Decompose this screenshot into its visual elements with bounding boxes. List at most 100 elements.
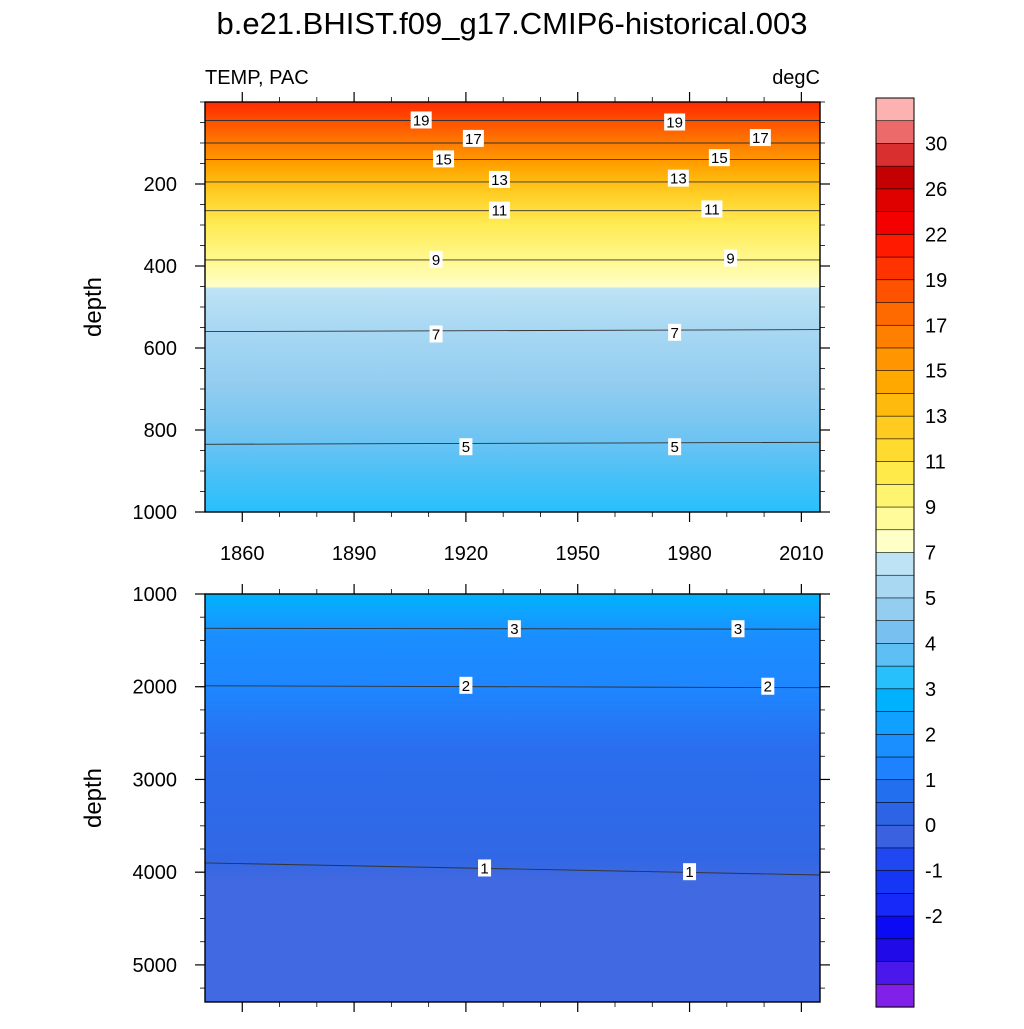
panel-upper-ocean: 19 19 17 17 15 15 13 13 11 11 9 9 7 7 5 5 200 400 600 800 10…	[80, 92, 830, 565]
colorbar-label: 2	[925, 724, 936, 746]
colorbar-label: -2	[925, 906, 943, 928]
x-tick-label: 1890	[332, 543, 377, 565]
colorbar-swatch	[875, 484, 915, 508]
colorbar-swatch	[875, 234, 915, 258]
contour-label-box	[749, 129, 771, 147]
colorbar-label: 15	[925, 361, 947, 383]
colorbar-swatch	[875, 597, 915, 622]
contour-label: 1	[685, 864, 693, 881]
colorbar-swatch	[875, 506, 915, 531]
x-tick-label: 1860	[220, 543, 265, 565]
colorbar-swatch	[875, 461, 915, 485]
colorbar-swatch	[875, 552, 915, 576]
panel-deep-ocean: 3 3 2 2 1 1 1000 2000 3000 4000 5000 depth	[80, 584, 830, 1012]
contour-label-box	[667, 169, 689, 187]
contour-label: 7	[670, 325, 678, 342]
x-tick-label: 1920	[444, 543, 489, 565]
colorbar-swatch	[875, 279, 915, 304]
y-tick-label: 2000	[133, 677, 178, 699]
colorbar-swatch	[875, 302, 915, 326]
y-tick-label: 200	[144, 174, 177, 196]
contour-label-box	[724, 249, 738, 267]
colorbar-label: 1	[925, 770, 936, 792]
colorbar-swatch	[875, 415, 915, 440]
y-tick-label: 800	[144, 420, 177, 442]
colorbar-label: 13	[925, 406, 947, 428]
colorbar-label: 19	[925, 270, 947, 292]
colorbar-frame	[875, 97, 915, 1008]
contour-label: 9	[432, 252, 440, 269]
chart-title: b.e21.BHIST.f09_g17.CMIP6-historical.003	[216, 6, 807, 41]
contour-line-7	[204, 329, 821, 333]
contour-label-box	[708, 149, 730, 167]
contour-label-box	[410, 111, 432, 129]
variable-label: TEMP, PAC	[205, 67, 309, 89]
y-tick-label: 5000	[133, 955, 178, 977]
contour-label: 17	[465, 131, 482, 148]
contour-label: 1	[480, 860, 488, 877]
y-tick-label: 3000	[133, 769, 178, 791]
contour-fill	[205, 594, 820, 1002]
contour-label-box	[433, 150, 455, 168]
colorbar-swatch	[875, 802, 915, 826]
colorbar-swatch	[875, 438, 915, 463]
colorbar-swatch	[875, 370, 915, 395]
colorbar-swatch	[875, 643, 915, 667]
contour-label: 11	[492, 203, 508, 220]
colorbar-label: -1	[925, 861, 943, 883]
colorbar-swatch	[875, 938, 915, 963]
colorbar-swatch	[875, 665, 915, 690]
contour-label-box	[429, 250, 443, 268]
colorbar-swatch	[875, 711, 915, 735]
contour-label-box	[683, 863, 697, 881]
x-tick-label: 1950	[555, 543, 600, 565]
contour-line-5	[204, 441, 821, 445]
colorbar-label: 0	[925, 815, 936, 837]
colorbar-label: 9	[925, 497, 936, 519]
contour-line-2	[204, 685, 821, 689]
colorbar-label: 26	[925, 179, 947, 201]
contour-label-box	[668, 323, 682, 341]
contour-label: 17	[752, 130, 769, 147]
contour-label: 5	[462, 439, 470, 456]
y-axis-title: depth	[80, 277, 107, 337]
y-tick-label: 1000	[133, 584, 178, 606]
colorbar-swatch	[875, 143, 915, 167]
colorbar-label: 3	[925, 679, 936, 701]
units-label: degC	[772, 67, 820, 89]
contour-label: 3	[734, 621, 742, 638]
contour-label: 2	[764, 679, 772, 696]
contour-label: 7	[432, 326, 440, 343]
contour-label: 11	[704, 201, 720, 218]
contour-label-box	[668, 438, 682, 456]
colorbar-swatch	[875, 688, 915, 713]
colorbar-label: 30	[925, 133, 947, 155]
contour-label-box	[761, 677, 775, 695]
contour-label: 5	[670, 439, 678, 456]
colorbar-swatch	[875, 733, 915, 758]
contour-label-box	[731, 620, 745, 638]
colorbar-swatch	[875, 529, 915, 554]
y-tick-label: 400	[144, 256, 177, 278]
colorbar-swatch	[875, 574, 915, 599]
contour-label-box	[664, 113, 686, 131]
colorbar-swatch	[875, 347, 915, 372]
contour-label-box	[507, 620, 521, 638]
plot-frame	[204, 593, 821, 1003]
colorbar-label: 4	[925, 633, 936, 655]
contour-label: 15	[435, 151, 452, 168]
y-tick-label: 1000	[133, 502, 178, 524]
colorbar-label: 17	[925, 315, 947, 337]
colorbar-label: 5	[925, 588, 936, 610]
colorbar-swatch	[875, 961, 915, 985]
colorbar-swatch	[875, 188, 915, 213]
contour-label-box	[459, 438, 473, 456]
colorbar-swatch	[875, 915, 915, 940]
colorbar-swatch	[875, 120, 915, 145]
contour-label-box	[488, 201, 510, 219]
contour-line-1	[204, 862, 821, 876]
y-tick-label: 4000	[133, 862, 178, 884]
colorbar-swatch	[875, 97, 915, 122]
colorbar-swatch	[875, 847, 915, 872]
